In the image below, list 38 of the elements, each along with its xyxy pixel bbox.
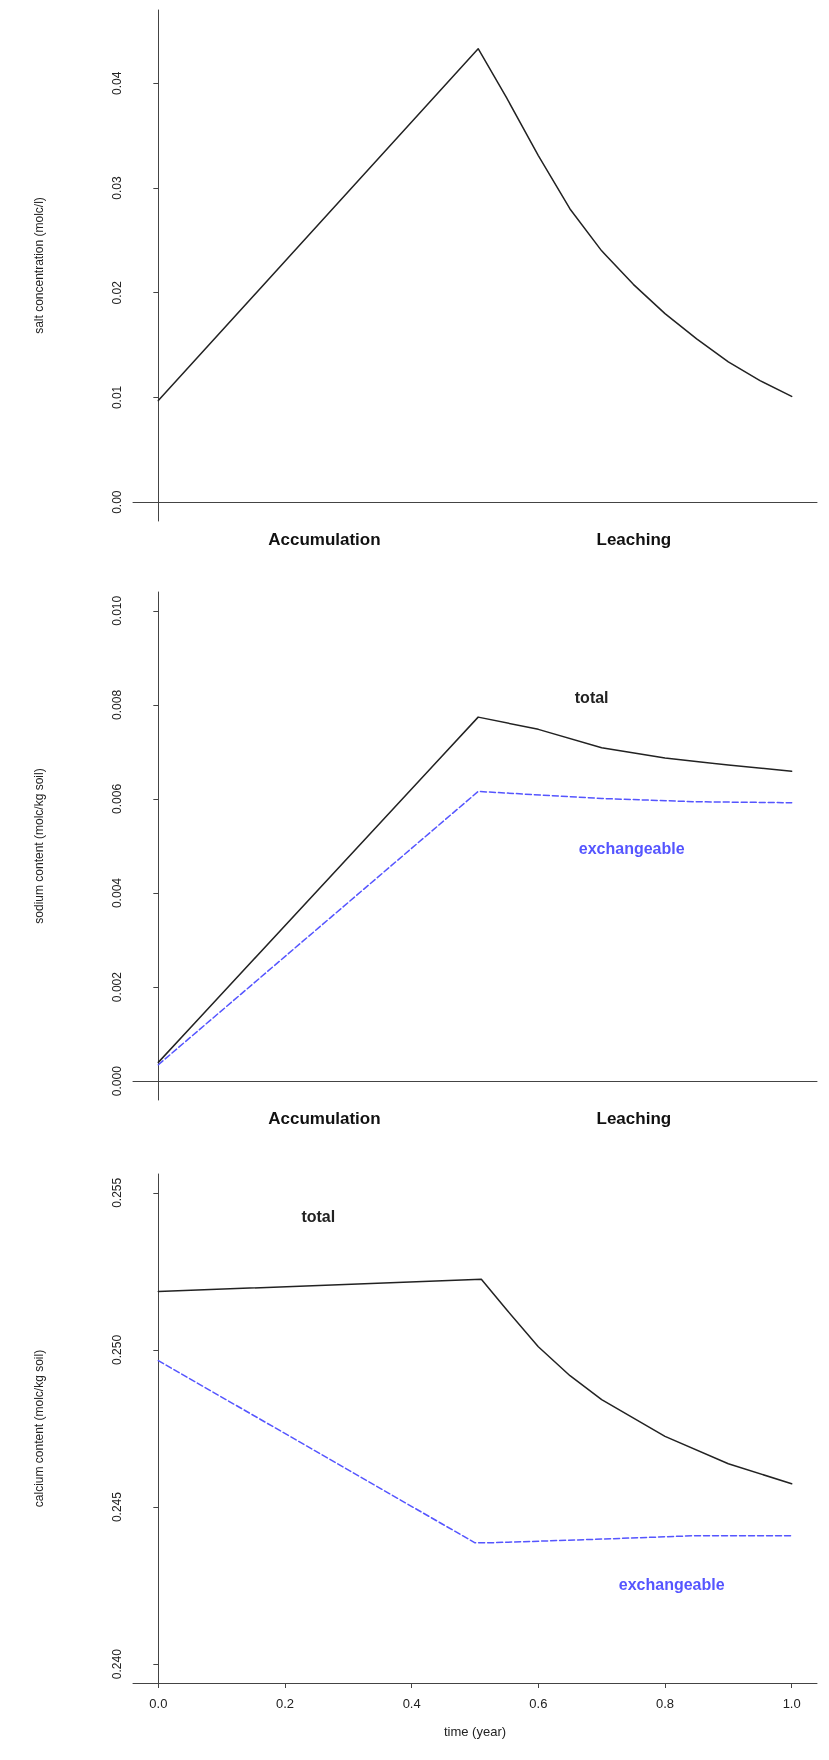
y-tick-label: 0.00 bbox=[110, 490, 124, 514]
y-axis-title: salt concentration (molc/l) bbox=[32, 197, 46, 334]
line-series bbox=[157, 1359, 793, 1544]
y-tick-label: 0.250 bbox=[110, 1334, 124, 1365]
text: total bbox=[301, 1208, 336, 1226]
y-tick-label: 0.240 bbox=[110, 1648, 124, 1680]
text: exchangeable bbox=[578, 839, 685, 857]
x-tick-label: 0.8 bbox=[655, 1696, 675, 1711]
y-tick-label: 0.01 bbox=[110, 385, 124, 410]
y-axis-title: calcium content (molc/kg soil) bbox=[32, 1349, 46, 1508]
y-tick-label: 0.04 bbox=[110, 71, 124, 95]
y-tick-label: 0.004 bbox=[110, 877, 124, 909]
y-tick-label: 0.000 bbox=[110, 1065, 124, 1097]
text: exchangeable bbox=[618, 1575, 725, 1593]
y-tick-label: 0.245 bbox=[110, 1491, 124, 1523]
text: Leaching bbox=[596, 1109, 672, 1128]
text: total bbox=[574, 689, 609, 707]
line-series bbox=[157, 1278, 793, 1485]
y-tick-label: 0.008 bbox=[110, 689, 124, 720]
y-tick-label: 0.010 bbox=[110, 595, 124, 626]
x-tick-label: 0.0 bbox=[149, 1696, 168, 1711]
x-tick-label: 1.0 bbox=[782, 1696, 801, 1711]
y-tick-label: 0.03 bbox=[110, 176, 124, 200]
y-tick-label: 0.006 bbox=[110, 783, 124, 814]
text: Accumulation bbox=[268, 1109, 381, 1128]
y-tick-label: 0.255 bbox=[110, 1177, 124, 1208]
line-series bbox=[157, 47, 793, 402]
y-tick-label: 0.02 bbox=[110, 280, 124, 305]
y-tick-label: 0.002 bbox=[110, 971, 124, 1003]
y-axis-title: sodium content (molc/kg soil) bbox=[32, 768, 46, 924]
x-axis-title: time (year) bbox=[443, 1724, 507, 1739]
line-series bbox=[157, 716, 793, 1064]
x-tick-label: 0.4 bbox=[402, 1696, 421, 1711]
text: Accumulation bbox=[268, 530, 381, 549]
x-tick-label: 0.2 bbox=[275, 1696, 295, 1711]
x-tick-label: 0.6 bbox=[529, 1696, 548, 1711]
text: Leaching bbox=[596, 530, 672, 549]
line-series bbox=[157, 790, 793, 1066]
